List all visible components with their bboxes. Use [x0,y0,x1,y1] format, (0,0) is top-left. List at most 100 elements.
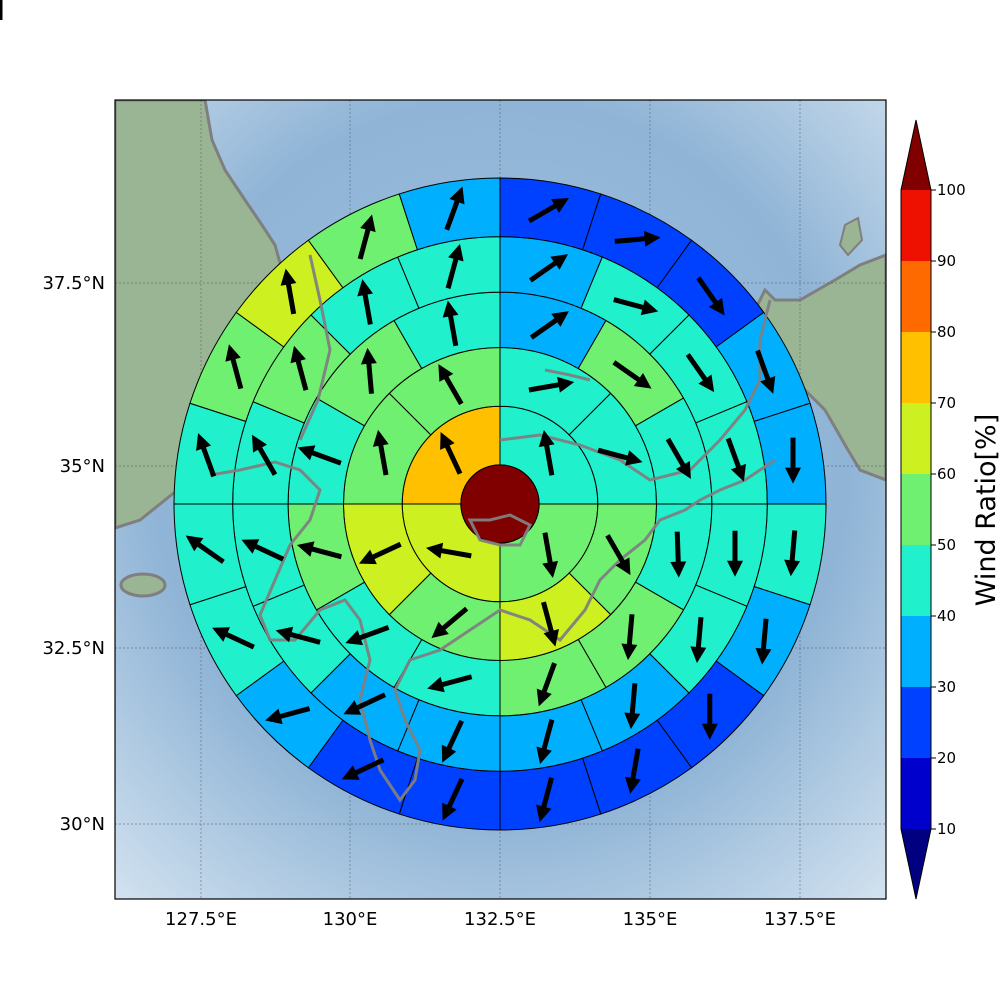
colorbar-segment [901,474,931,545]
wind-arrow [225,344,244,390]
colorbar-segment [901,616,931,687]
wind-arrow [538,429,555,476]
wind-arrow [438,364,464,406]
lon-tick-labels: 127.5°E 130°E 132.5°E 135°E 137.5°E [165,909,836,930]
wind-arrow [696,276,725,316]
colorbar-tick-label: 70 [937,394,956,412]
lat-tick-labels: 30°N 32.5°N 35°N 37.5°N [42,273,105,835]
wind-arrow [265,706,311,725]
colorbar-segment [901,332,931,403]
colorbar-over-extension [901,120,931,190]
wind-arrow [784,530,801,577]
lat-tick-label: 32.5°N [42,638,105,659]
wind-arrow [605,534,631,576]
wind-arrow [297,445,342,466]
colorbar-segment [901,758,931,829]
colorbar-tick-label: 10 [937,820,956,838]
wind-sectors [173,177,827,831]
wind-arrow [613,297,659,316]
wind-arrow [345,625,390,646]
lon-tick-label: 130°E [323,909,378,930]
colorbar-segment [901,261,931,332]
lon-tick-label: 135°E [623,909,678,930]
wind-arrow [536,662,557,707]
wind-arrow [442,777,465,821]
lat-tick-label: 37.5°N [42,273,105,294]
wind-arrow [529,311,569,340]
wind-arrow [341,757,385,780]
wind-arrow [785,437,802,484]
wind-arrow [612,360,652,389]
wind-arrow [425,542,472,559]
colorbar-label: Wind Ratio[%] [971,414,1000,606]
wind-arrow [542,532,559,579]
colorbar-tick-label: 40 [937,607,956,625]
jeju-island [119,572,167,598]
colorbar: 10 20 30 40 50 60 70 80 90 100 [900,119,966,900]
lon-tick-label: 127.5°E [165,909,237,930]
wind-arrow [427,674,473,693]
wind-arrow [621,614,638,661]
wind-arrow [665,437,691,479]
wind-arrow [196,433,217,478]
wind-arrow [212,627,255,650]
wind-arrow [755,618,772,665]
wind-arrow [343,692,387,715]
wind-arrow [357,214,376,260]
wind-arrow [685,353,715,393]
wind-arrow [727,530,744,577]
wind-arrow [251,434,278,476]
colorbar-segment [901,687,931,758]
lat-tick-label: 30°N [60,814,105,835]
wind-arrow [690,616,707,664]
wind-arrow [372,429,389,476]
colorbar-tick-label: 100 [937,181,966,199]
center-disk [460,464,540,544]
wind-arrow [442,300,459,347]
wind-arrow [527,197,569,224]
wind-arrow [296,541,343,560]
wind-sector [398,177,501,251]
wind-arrow [755,349,776,394]
wind-arrows [0,0,802,823]
small-island [838,216,864,257]
colorbar-tick-label: 30 [937,678,956,696]
wind-arrow [357,279,374,325]
wind-arrow [241,539,285,562]
lat-tick-label: 35°N [60,456,105,477]
wind-arrow [528,376,575,393]
axes-frame [114,99,887,900]
wind-arrow [541,601,559,647]
wind-arrow [275,626,321,645]
wind-arrow [185,535,225,564]
wind-arrow [441,719,464,763]
lon-tick-label: 137.5°E [764,909,836,930]
colorbar-tick-label: 50 [937,536,956,554]
wind-arrow [597,447,643,466]
wind-arrow [528,254,569,283]
colorbar-segment [901,190,931,261]
wind-arrow [536,777,554,823]
wind-arrow [444,186,465,231]
wind-arrow [440,432,463,475]
wind-arrow [360,347,377,394]
wind-arrow [670,531,687,578]
colorbar-tick-label: 20 [937,749,956,767]
wind-arrow [701,693,718,740]
wind-arrow [614,230,661,247]
wind-arrow [624,683,641,730]
wind-arrow [290,345,309,391]
colorbar-tick-label: 80 [937,323,956,341]
colorbar-tick-label: 60 [937,465,956,483]
colorbar-under-extension [901,829,931,899]
wind-arrow [445,243,464,289]
wind-arrow [536,719,555,765]
wind-arrow [431,606,469,639]
wind-arrow [280,268,297,315]
lon-tick-label: 132.5°E [464,909,536,930]
wind-arrow [625,748,641,794]
wind-arrow [725,437,746,482]
wind-arrow [358,541,402,565]
